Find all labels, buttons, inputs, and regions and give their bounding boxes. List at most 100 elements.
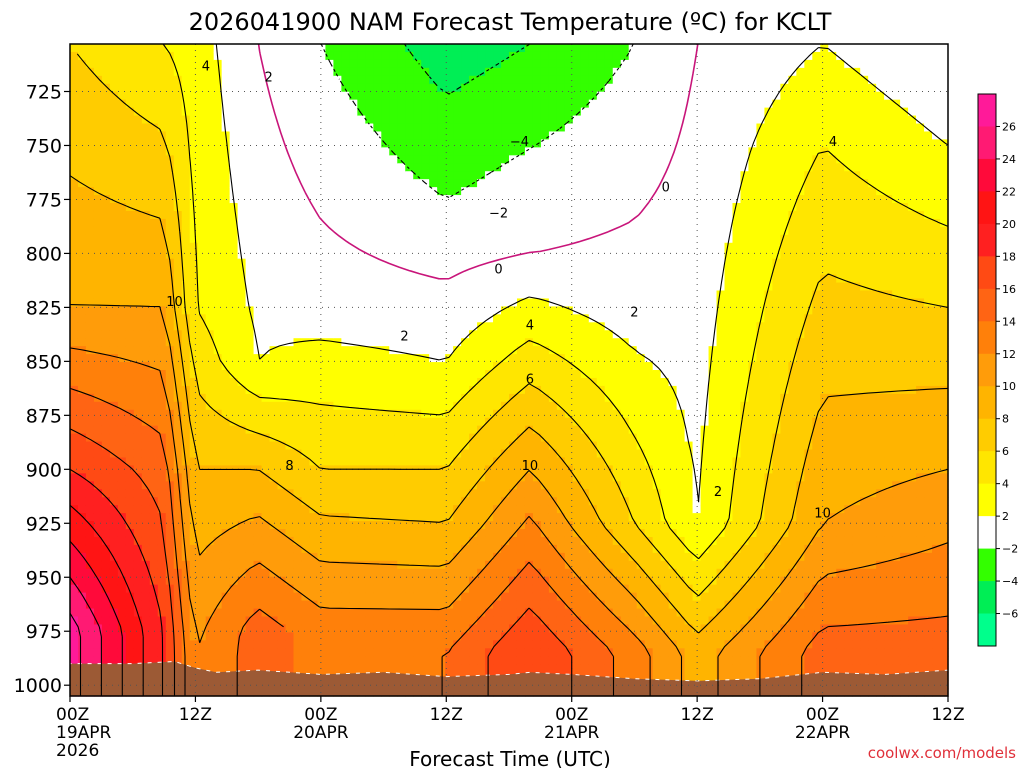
temperature-cell xyxy=(333,99,342,109)
temperature-cell xyxy=(381,258,390,268)
temperature-cell xyxy=(293,449,303,459)
temperature-cell xyxy=(453,377,462,387)
temperature-cell xyxy=(548,449,558,459)
temperature-cell xyxy=(333,584,342,594)
temperature-cell xyxy=(501,616,510,626)
temperature-cell xyxy=(301,306,311,315)
temperature-cell xyxy=(205,226,215,236)
temperature-cell xyxy=(277,560,287,570)
temperature-cell xyxy=(109,115,119,125)
temperature-cell xyxy=(349,346,358,355)
temperature-cell xyxy=(101,584,111,594)
temperature-cell xyxy=(173,648,183,657)
temperature-cell xyxy=(357,664,366,673)
temperature-cell xyxy=(532,99,542,109)
temperature-cell xyxy=(125,179,135,188)
temperature-cell xyxy=(229,115,239,125)
temperature-cell xyxy=(301,195,311,204)
temperature-cell xyxy=(229,393,239,403)
temperature-cell xyxy=(309,290,319,300)
temperature-cell xyxy=(70,544,79,554)
temperature-cell xyxy=(309,457,319,467)
temperature-cell xyxy=(133,449,143,459)
temperature-cell xyxy=(397,203,406,212)
temperature-cell xyxy=(293,155,303,164)
temperature-cell xyxy=(485,234,494,244)
temperature-cell xyxy=(365,75,374,85)
temperature-cell xyxy=(461,91,470,101)
temperature-cell xyxy=(237,338,247,347)
temperature-cell xyxy=(381,210,390,220)
temperature-cell xyxy=(397,608,406,618)
temperature-cell xyxy=(397,147,406,156)
temperature-cell xyxy=(133,195,143,204)
temperature-cell xyxy=(221,544,231,554)
temperature-cell xyxy=(333,568,342,578)
temperature-cell xyxy=(269,346,279,355)
temperature-cell xyxy=(325,521,334,530)
temperature-cell xyxy=(213,362,223,371)
temperature-cell xyxy=(85,155,95,164)
temperature-cell xyxy=(70,370,79,379)
temperature-cell xyxy=(421,338,430,347)
temperature-cell xyxy=(101,330,111,339)
temperature-cell xyxy=(229,377,239,387)
temperature-cell xyxy=(461,600,470,610)
temperature-cell xyxy=(477,187,486,196)
temperature-cell xyxy=(141,203,151,212)
temperature-cell xyxy=(157,338,167,347)
temperature-cell xyxy=(285,187,295,196)
temperature-cell xyxy=(221,473,231,482)
temperature-cell xyxy=(85,250,95,260)
temperature-cell xyxy=(245,171,255,180)
temperature-cell xyxy=(540,107,550,117)
temperature-cell xyxy=(501,425,510,435)
temperature-cell xyxy=(365,441,374,451)
temperature-cell xyxy=(493,338,502,347)
temperature-cell xyxy=(532,473,542,482)
temperature-cell xyxy=(405,115,414,125)
temperature-cell xyxy=(293,187,303,196)
temperature-cell xyxy=(524,362,534,371)
temperature-cell xyxy=(285,600,295,610)
temperature-cell xyxy=(548,473,558,482)
temperature-cell xyxy=(405,656,414,665)
temperature-cell xyxy=(245,354,255,363)
temperature-cell xyxy=(524,505,534,514)
temperature-cell xyxy=(293,584,303,594)
temperature-cell xyxy=(293,274,303,284)
temperature-cell xyxy=(93,282,103,292)
temperature-cell xyxy=(437,489,446,498)
temperature-cell xyxy=(365,322,374,331)
temperature-cell xyxy=(245,290,255,300)
temperature-cell xyxy=(429,226,438,236)
chart-title: 2026041900 NAM Forecast Temperature (ºC)… xyxy=(189,8,832,36)
temperature-cell xyxy=(317,441,327,451)
temperature-cell xyxy=(205,195,215,204)
temperature-cell xyxy=(173,457,183,467)
temperature-cell xyxy=(181,131,191,141)
temperature-cell xyxy=(77,433,87,443)
temperature-cell xyxy=(405,616,414,626)
temperature-cell xyxy=(221,536,231,546)
temperature-cell xyxy=(524,584,534,594)
temperature-cell xyxy=(540,354,550,363)
temperature-cell xyxy=(205,107,215,117)
temperature-cell xyxy=(397,115,406,125)
temperature-cell xyxy=(101,187,111,196)
temperature-cell xyxy=(189,656,199,665)
temperature-cell xyxy=(397,417,406,427)
temperature-cell xyxy=(381,632,390,641)
temperature-cell xyxy=(453,171,462,180)
temperature-cell xyxy=(189,457,199,467)
temperature-cell xyxy=(453,473,462,482)
temperature-cell xyxy=(85,552,95,562)
temperature-cell xyxy=(173,179,183,188)
temperature-cell xyxy=(309,664,319,673)
temperature-cell xyxy=(229,656,239,665)
temperature-cell xyxy=(501,123,510,133)
temperature-cell xyxy=(93,195,103,204)
temperature-cell xyxy=(309,473,319,482)
temperature-cell xyxy=(165,489,175,498)
temperature-cell xyxy=(229,505,239,514)
